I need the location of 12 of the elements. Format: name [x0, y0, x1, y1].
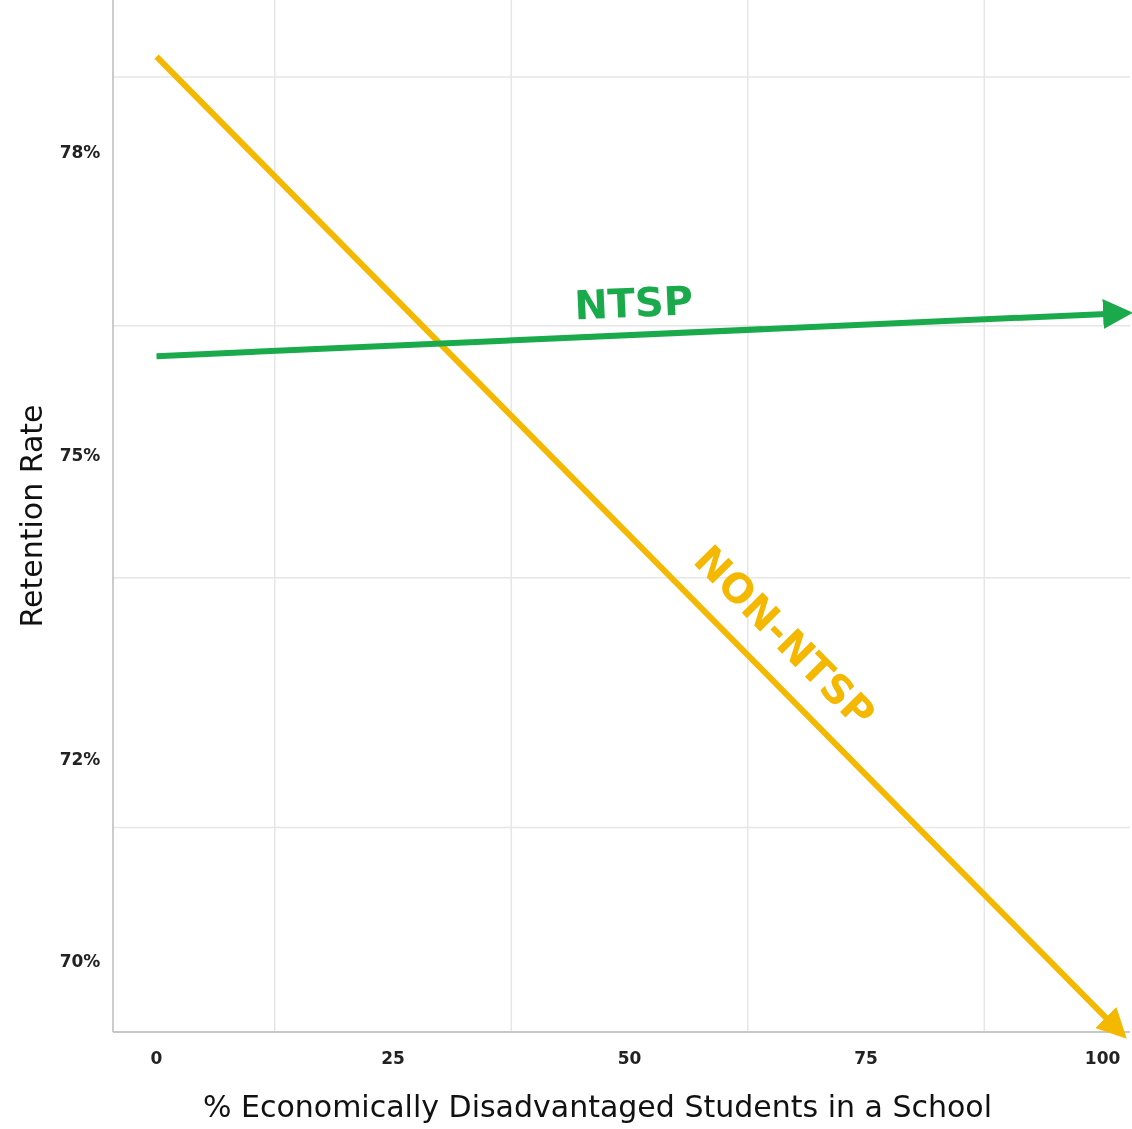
- y-tick-label: 72%: [59, 748, 101, 769]
- x-tick-label: 25: [381, 1048, 405, 1068]
- y-tick-label: 75%: [59, 445, 101, 466]
- y-tick-label: 70%: [59, 951, 101, 972]
- x-tick-label: 50: [617, 1048, 642, 1068]
- series-label: NTSP: [573, 277, 695, 329]
- x-axis-title: % Economically Disadvantaged Students in a School: [202, 1089, 993, 1124]
- x-tick-label: 100: [1084, 1048, 1121, 1068]
- x-tick-label: 75: [854, 1048, 878, 1068]
- y-tick-label: 78%: [59, 141, 101, 162]
- x-tick-label: 0: [150, 1048, 163, 1068]
- y-axis-title: Retention Rate: [14, 404, 49, 628]
